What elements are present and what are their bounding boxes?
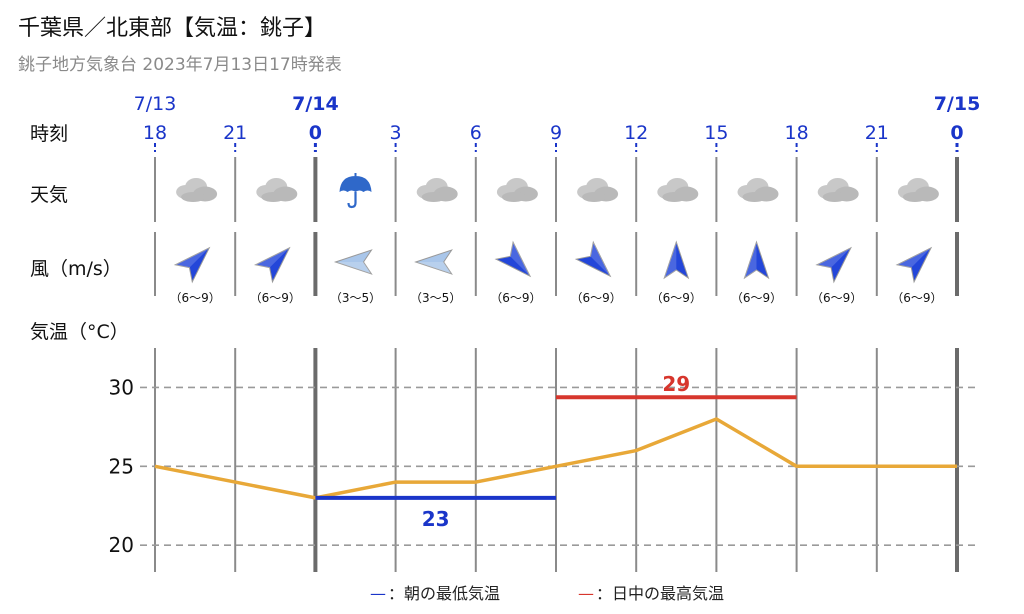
wind-arrow-icon: [663, 240, 690, 280]
hour-label: 15: [704, 122, 728, 144]
wind-arrow-icon: [414, 249, 453, 275]
wind-arrow-icon: [743, 240, 770, 280]
date-label: 7/15: [934, 93, 981, 115]
cloudy-icon: [176, 178, 218, 202]
wind-arrow-icon: [333, 249, 373, 275]
page-subtitle: 銚子地方気象台 2023年7月13日17時発表: [18, 55, 342, 75]
wind-arrow-icon: [173, 246, 211, 284]
temp-row-label: 気温（°C）: [30, 321, 129, 343]
legend-label: ：朝の最低気温: [388, 584, 500, 603]
cloudy-icon: [416, 178, 458, 202]
cloudy-icon: [737, 178, 779, 202]
cloudy-icon: [657, 178, 699, 202]
wind-arrow-icon: [494, 240, 532, 278]
hour-label: 18: [143, 122, 167, 144]
legend-label: ：日中の最高気温: [596, 584, 724, 603]
wind-arrow-icon: [253, 246, 291, 284]
wind-speed-label: （6〜9）: [891, 291, 942, 305]
cloudy-icon: [897, 178, 939, 202]
page-title: 千葉県／北東部【気温：銚子】: [18, 16, 327, 41]
wind-arrow-icon: [895, 246, 933, 284]
hour-label: 9: [550, 122, 562, 144]
date-label: 7/14: [292, 93, 339, 115]
min-temp-label: 23: [422, 507, 450, 531]
wind-speed-label: （6〜9）: [651, 291, 702, 305]
wind-speed-label: （3〜5）: [410, 291, 461, 305]
y-tick-label: 20: [109, 533, 134, 557]
hour-label: 0: [309, 122, 322, 144]
time-row-label: 時刻: [30, 123, 68, 145]
hour-label: 0: [950, 122, 963, 144]
y-tick-label: 30: [109, 375, 134, 399]
wind-row-label: 風（m/s）: [30, 258, 122, 280]
cloudy-icon: [577, 178, 619, 202]
hour-label: 3: [390, 122, 402, 144]
wind-speed-label: （6〜9）: [811, 291, 862, 305]
cloudy-icon: [496, 178, 538, 202]
weather-row-label: 天気: [30, 184, 68, 206]
legend-mark: —: [370, 584, 386, 603]
wind-arrow-icon: [574, 240, 612, 278]
cloudy-icon: [256, 178, 298, 202]
wind-speed-label: （6〜9）: [250, 291, 301, 305]
wind-speed-label: （6〜9）: [169, 291, 220, 305]
hour-label: 21: [865, 122, 889, 144]
wind-speed-label: （3〜5）: [330, 291, 381, 305]
max-temp-label: 29: [662, 372, 690, 396]
wind-speed-label: （6〜9）: [570, 291, 621, 305]
umbrella-icon: [338, 171, 373, 209]
wind-arrow-icon: [815, 246, 852, 284]
hour-label: 21: [223, 122, 247, 144]
wind-speed-label: （6〜9）: [490, 291, 541, 305]
wind-speed-label: （6〜9）: [731, 291, 782, 305]
hour-label: 18: [785, 122, 809, 144]
legend-mark: —: [578, 584, 594, 603]
y-tick-label: 25: [109, 454, 134, 478]
date-label: 7/13: [134, 93, 177, 115]
hour-label: 12: [624, 122, 648, 144]
cloudy-icon: [817, 178, 859, 202]
hour-label: 6: [470, 122, 482, 144]
